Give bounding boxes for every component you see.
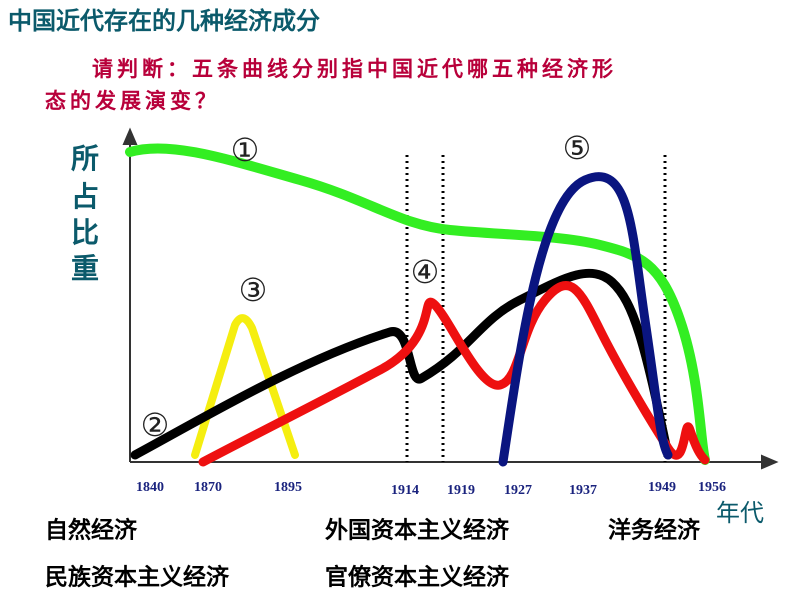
y-label: 所 (71, 142, 99, 175)
year-label: 1840 (136, 480, 164, 495)
year-label: 1949 (648, 480, 676, 495)
curve-label: ④ (411, 253, 440, 291)
x-label: 年代 (716, 499, 764, 527)
curve (191, 314, 299, 459)
y-arrow (122, 127, 138, 145)
curve (198, 281, 710, 467)
option: 民族资本主义经济 (45, 564, 230, 591)
x-arrow (761, 454, 779, 470)
curve-label: ② (141, 406, 170, 444)
year-label: 1919 (447, 483, 475, 498)
curve (125, 143, 710, 465)
year-label: 1937 (569, 483, 597, 498)
curve-label: ⑤ (563, 129, 592, 167)
curve (498, 172, 673, 467)
question: 请判断：五条曲线分别指中国近代哪五种经济形 (92, 57, 617, 81)
option: 官僚资本主义经济 (325, 564, 510, 591)
curve-label: ③ (239, 271, 268, 309)
y-label: 重 (71, 252, 99, 285)
year-label: 1956 (698, 480, 726, 495)
option: 洋务经济 (608, 517, 701, 544)
question: 态的发展演变？ (45, 89, 220, 113)
y-label: 比 (71, 216, 99, 249)
year-label: 1927 (504, 483, 532, 498)
option: 自然经济 (45, 517, 138, 544)
option: 外国资本主义经济 (325, 517, 510, 544)
year-label: 1870 (194, 480, 222, 495)
year-label: 1895 (274, 480, 302, 495)
curve-label: ① (231, 131, 260, 169)
y-label: 占 (71, 180, 99, 213)
title: 中国近代存在的几种经济成分 (8, 7, 320, 35)
year-label: 1914 (391, 483, 419, 498)
